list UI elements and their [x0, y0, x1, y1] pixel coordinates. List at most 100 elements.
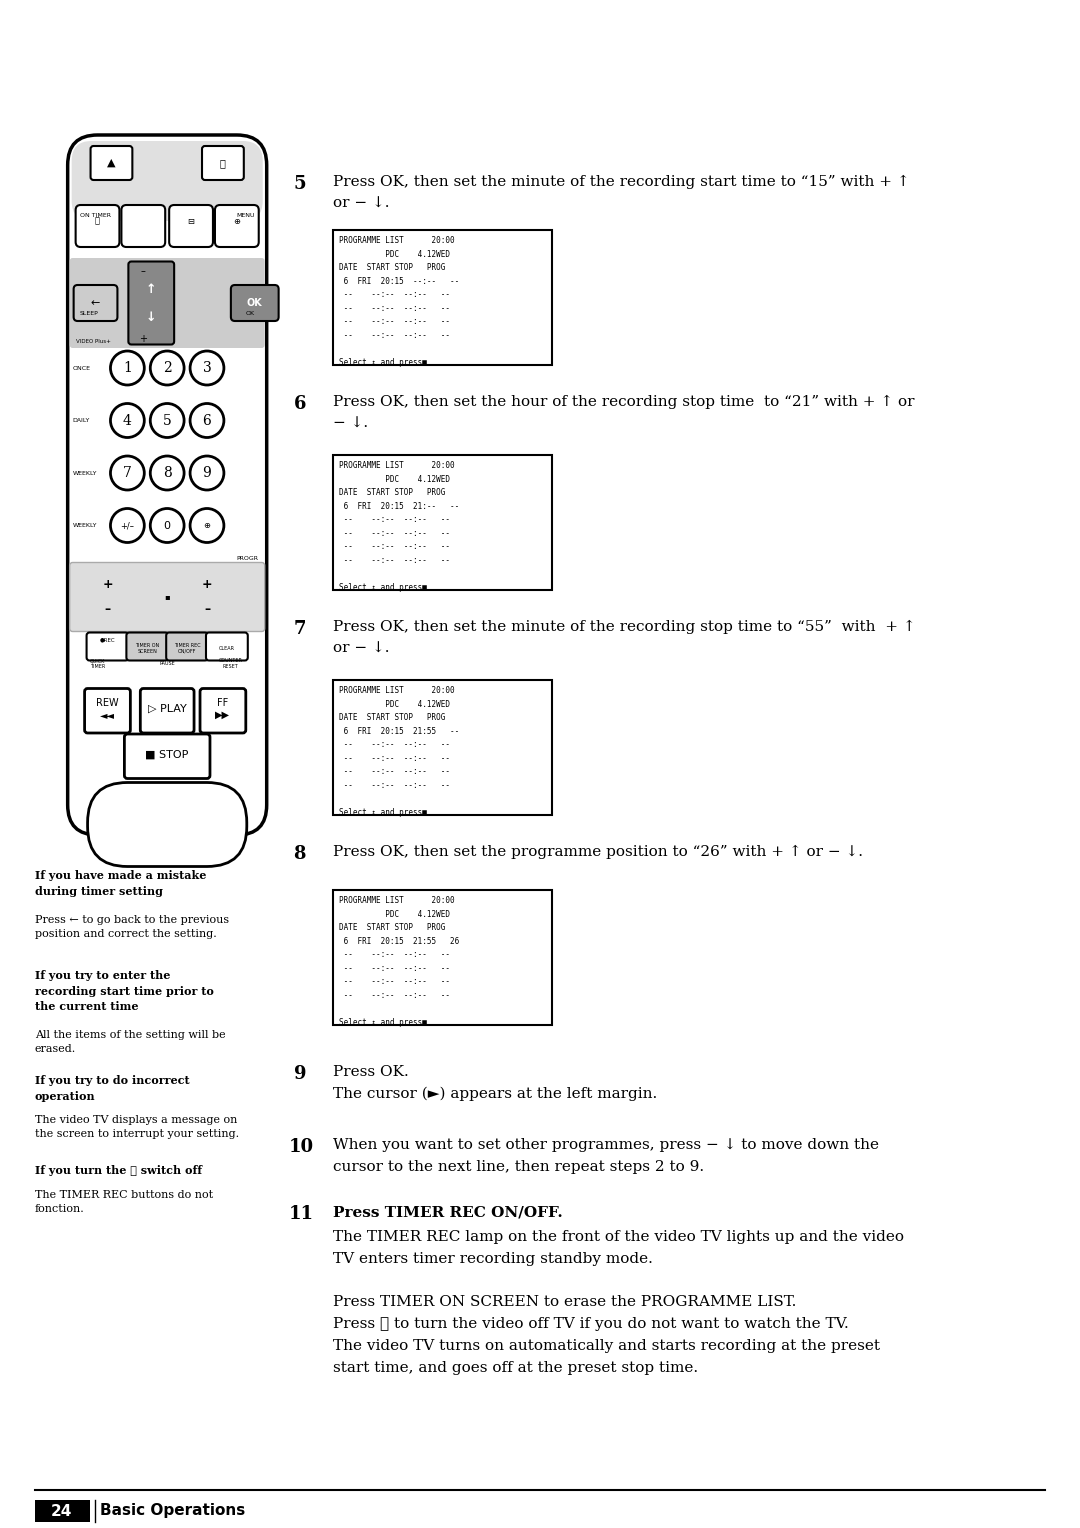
FancyBboxPatch shape [86, 633, 129, 660]
Text: DATE  START STOP   PROG: DATE START STOP PROG [339, 714, 446, 723]
Text: Press TIMER REC ON/OFF.: Press TIMER REC ON/OFF. [334, 1206, 563, 1219]
Text: --    --:--  --:--   --: -- --:-- --:-- -- [339, 978, 450, 986]
FancyBboxPatch shape [71, 141, 262, 222]
Text: 🔇: 🔇 [95, 217, 100, 226]
Text: PDC    4.12WED: PDC 4.12WED [339, 909, 450, 918]
Text: VIDEO Plus+: VIDEO Plus+ [76, 339, 110, 344]
FancyBboxPatch shape [206, 633, 247, 660]
Text: DATE  START STOP   PROG: DATE START STOP PROG [339, 923, 446, 932]
Text: 5: 5 [163, 414, 172, 428]
Text: OK: OK [247, 298, 262, 309]
Text: --    --:--  --:--   --: -- --:-- --:-- -- [339, 767, 450, 776]
Text: --    --:--  --:--   --: -- --:-- --:-- -- [339, 290, 450, 299]
Text: –: – [204, 604, 210, 616]
Circle shape [110, 455, 145, 490]
Text: 7: 7 [294, 620, 306, 639]
Text: Press OK, then set the minute of the recording start time to “15” with + ↑: Press OK, then set the minute of the rec… [334, 176, 910, 189]
Text: OK: OK [245, 312, 255, 316]
Text: 6: 6 [294, 396, 306, 413]
FancyBboxPatch shape [129, 261, 174, 344]
Text: --    --:--  --:--   --: -- --:-- --:-- -- [339, 318, 450, 327]
FancyBboxPatch shape [73, 286, 118, 321]
Text: 8: 8 [163, 466, 172, 480]
Text: or − ↓.: or − ↓. [334, 197, 390, 211]
Text: If you try to do incorrect
operation: If you try to do incorrect operation [35, 1076, 189, 1102]
Text: The TIMER REC lamp on the front of the video TV lights up and the video: The TIMER REC lamp on the front of the v… [334, 1230, 904, 1244]
Text: --    --:--  --:--   --: -- --:-- --:-- -- [339, 781, 450, 790]
Text: ▷ PLAY: ▷ PLAY [148, 704, 187, 714]
Text: Press ← to go back to the previous
position and correct the setting.: Press ← to go back to the previous posit… [35, 915, 229, 940]
FancyBboxPatch shape [121, 205, 165, 248]
Text: --    --:--  --:--   --: -- --:-- --:-- -- [339, 515, 450, 524]
Text: Press OK, then set the minute of the recording stop time to “55”  with  + ↑: Press OK, then set the minute of the rec… [334, 620, 916, 634]
Text: --    --:--  --:--   --: -- --:-- --:-- -- [339, 740, 450, 749]
Text: WEEKLY: WEEKLY [72, 471, 97, 475]
Text: 6: 6 [203, 414, 212, 428]
Bar [35, 1500, 90, 1522]
Text: Basic Operations: Basic Operations [99, 1504, 245, 1519]
Text: +: + [202, 578, 213, 591]
Text: 5: 5 [294, 176, 307, 193]
Circle shape [190, 351, 224, 385]
Text: --    --:--  --:--   --: -- --:-- --:-- -- [339, 990, 450, 999]
Bar [334, 455, 552, 590]
Text: The video TV displays a message on
the screen to interrupt your setting.: The video TV displays a message on the s… [35, 1115, 239, 1138]
Text: FF
▶▶: FF ▶▶ [215, 698, 230, 720]
Circle shape [110, 509, 145, 542]
Circle shape [190, 509, 224, 542]
FancyBboxPatch shape [140, 689, 194, 733]
Text: 10: 10 [288, 1138, 313, 1157]
Circle shape [190, 455, 224, 490]
Text: The video TV turns on automatically and starts recording at the preset: The video TV turns on automatically and … [334, 1339, 880, 1352]
Text: --    --:--  --:--   --: -- --:-- --:-- -- [339, 330, 450, 339]
Text: Press TIMER ON SCREEN to erase the PROGRAMME LIST.: Press TIMER ON SCREEN to erase the PROGR… [334, 1296, 797, 1309]
Text: SLEEP: SLEEP [80, 312, 98, 316]
Text: --    --:--  --:--   --: -- --:-- --:-- -- [339, 304, 450, 313]
Text: The TIMER REC buttons do not
fonction.: The TIMER REC buttons do not fonction. [35, 1190, 213, 1215]
Text: Press ⏻ to turn the video off TV if you do not want to watch the TV.: Press ⏻ to turn the video off TV if you … [334, 1317, 849, 1331]
Text: 24: 24 [51, 1504, 72, 1519]
FancyBboxPatch shape [231, 286, 279, 321]
Text: ←: ← [91, 298, 100, 309]
FancyBboxPatch shape [215, 205, 259, 248]
Text: Select ↕ and press■: Select ↕ and press■ [339, 358, 428, 367]
Text: cursor to the next line, then repeat steps 2 to 9.: cursor to the next line, then repeat ste… [334, 1160, 704, 1174]
Text: The cursor (►) appears at the left margin.: The cursor (►) appears at the left margi… [334, 1086, 658, 1102]
Text: ⊕: ⊕ [203, 521, 211, 530]
Text: --    --:--  --:--   --: -- --:-- --:-- -- [339, 964, 450, 973]
Text: CLEAR: CLEAR [219, 646, 234, 651]
Text: 0: 0 [164, 521, 171, 530]
FancyBboxPatch shape [202, 147, 244, 180]
Text: --    --:--  --:--   --: -- --:-- --:-- -- [339, 753, 450, 762]
Text: 9: 9 [294, 1065, 306, 1083]
Text: Select ↕ and press■: Select ↕ and press■ [339, 1018, 428, 1027]
Text: –: – [140, 266, 146, 277]
Text: PROGRAMME LIST      20:00: PROGRAMME LIST 20:00 [339, 461, 455, 471]
FancyBboxPatch shape [76, 205, 120, 248]
Text: 8: 8 [294, 845, 306, 863]
Text: COUNTER
RESET: COUNTER RESET [219, 659, 243, 669]
Text: ONCE: ONCE [72, 365, 91, 370]
Bar [334, 680, 552, 814]
Text: --    --:--  --:--   --: -- --:-- --:-- -- [339, 556, 450, 565]
Text: QUICK
TIMER: QUICK TIMER [90, 659, 105, 669]
Bar [334, 889, 552, 1025]
Text: If you turn the ⏻ switch off: If you turn the ⏻ switch off [35, 1164, 202, 1177]
Text: ON TIMER: ON TIMER [80, 212, 110, 219]
Text: ●REC: ●REC [99, 637, 116, 642]
Text: 6  FRI  20:15  21:55   --: 6 FRI 20:15 21:55 -- [339, 727, 460, 736]
FancyBboxPatch shape [170, 205, 213, 248]
Text: Select ↕ and press■: Select ↕ and press■ [339, 808, 428, 817]
Text: 2: 2 [163, 361, 172, 374]
Text: –: – [105, 604, 110, 616]
FancyBboxPatch shape [69, 562, 265, 631]
Text: ⊟: ⊟ [188, 217, 194, 226]
Text: REW
◄◄: REW ◄◄ [96, 698, 119, 720]
Text: ▪: ▪ [164, 593, 170, 602]
Circle shape [190, 403, 224, 437]
Text: PROGRAMME LIST      20:00: PROGRAMME LIST 20:00 [339, 897, 455, 905]
Text: ⊕: ⊕ [233, 217, 241, 226]
Text: PDC    4.12WED: PDC 4.12WED [339, 249, 450, 258]
Text: TV enters timer recording standby mode.: TV enters timer recording standby mode. [334, 1251, 653, 1267]
Text: --    --:--  --:--   --: -- --:-- --:-- -- [339, 542, 450, 552]
